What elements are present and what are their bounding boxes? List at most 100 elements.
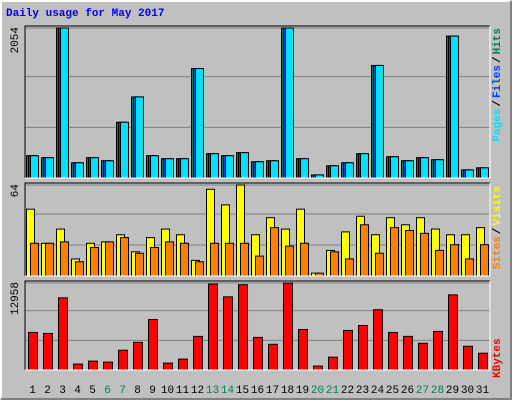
x-tick-label: 24 bbox=[371, 385, 385, 397]
y-tick-label: 2054 bbox=[10, 27, 22, 54]
bar bbox=[418, 342, 428, 371]
x-tick-label: 29 bbox=[446, 385, 459, 397]
x-tick-label: 11 bbox=[176, 385, 190, 397]
x-tick-label: 25 bbox=[386, 385, 399, 397]
bar bbox=[75, 162, 84, 179]
bar bbox=[225, 242, 234, 277]
x-tick-label: 28 bbox=[431, 385, 444, 397]
x-tick-label: 3 bbox=[59, 385, 66, 397]
bar bbox=[163, 362, 173, 371]
bar bbox=[255, 255, 264, 277]
bar bbox=[43, 332, 53, 371]
bar bbox=[148, 319, 158, 371]
bar bbox=[180, 158, 189, 179]
bar bbox=[450, 244, 459, 277]
bar bbox=[118, 349, 128, 371]
bar bbox=[390, 156, 399, 179]
x-tick-label: 1 bbox=[29, 385, 36, 397]
bar bbox=[465, 169, 474, 179]
bar bbox=[405, 160, 414, 179]
bar bbox=[60, 241, 69, 277]
plot-frame-dark bbox=[24, 182, 490, 276]
bar bbox=[28, 331, 38, 371]
bar bbox=[30, 242, 39, 277]
x-tick-label: 19 bbox=[296, 385, 309, 397]
bar bbox=[285, 245, 294, 277]
bar bbox=[420, 157, 429, 179]
bar bbox=[270, 160, 279, 179]
bar bbox=[208, 283, 218, 371]
bar bbox=[480, 244, 489, 277]
bar bbox=[133, 341, 143, 371]
bar bbox=[238, 284, 248, 371]
x-tick-label: 17 bbox=[266, 385, 279, 397]
bar bbox=[433, 330, 443, 371]
chart-title: Daily usage for May 2017 bbox=[6, 8, 164, 20]
x-tick-label: 30 bbox=[461, 385, 474, 397]
bar bbox=[403, 335, 413, 371]
legend-entry: Pages bbox=[492, 109, 504, 142]
legend-separator: / bbox=[492, 227, 504, 234]
legend: KBytes bbox=[492, 338, 504, 378]
bar bbox=[298, 328, 308, 371]
x-tick-label: 20 bbox=[311, 385, 324, 397]
bar bbox=[465, 258, 474, 277]
x-tick-label: 5 bbox=[89, 385, 96, 397]
bar bbox=[328, 356, 338, 371]
x-tick-label: 4 bbox=[74, 385, 81, 397]
x-tick-label: 18 bbox=[281, 385, 294, 397]
bar bbox=[30, 155, 39, 179]
x-tick-label: 13 bbox=[206, 385, 219, 397]
legend: Pages / Files / Hits bbox=[492, 28, 504, 142]
bar bbox=[210, 153, 219, 179]
legend-entry: Sites bbox=[492, 236, 504, 269]
x-tick-label: 12 bbox=[191, 385, 204, 397]
bar bbox=[45, 242, 54, 277]
legend-entry: KBytes bbox=[492, 338, 504, 378]
bar bbox=[90, 247, 99, 277]
x-tick-label: 10 bbox=[161, 385, 174, 397]
bar bbox=[105, 241, 114, 277]
bar bbox=[313, 365, 323, 371]
bar bbox=[375, 252, 384, 277]
bar bbox=[88, 360, 98, 371]
bar bbox=[480, 167, 489, 179]
y-tick-label: 64 bbox=[10, 184, 22, 198]
bar bbox=[135, 252, 144, 277]
bar bbox=[330, 251, 339, 277]
bar bbox=[448, 294, 458, 371]
bar bbox=[343, 329, 353, 371]
legend-entry: Files bbox=[492, 65, 504, 98]
bar bbox=[195, 261, 204, 277]
x-tick-label: 2 bbox=[44, 385, 51, 397]
bar bbox=[210, 242, 219, 277]
plot-area bbox=[25, 26, 490, 178]
bar bbox=[300, 158, 309, 179]
plot-frame-light bbox=[25, 183, 491, 277]
bar bbox=[345, 258, 354, 277]
bar bbox=[150, 155, 159, 179]
y-tick-label: 12958 bbox=[10, 282, 22, 315]
bar bbox=[478, 352, 488, 371]
bar bbox=[255, 161, 264, 179]
bar bbox=[435, 159, 444, 179]
bar bbox=[105, 160, 114, 179]
bar bbox=[390, 227, 399, 277]
legend-separator: / bbox=[492, 56, 504, 63]
x-tick-label: 23 bbox=[356, 385, 369, 397]
bar bbox=[60, 27, 69, 179]
bar bbox=[120, 237, 129, 277]
bar bbox=[223, 296, 233, 371]
bar bbox=[360, 153, 369, 179]
bar bbox=[240, 242, 249, 277]
bar bbox=[180, 242, 189, 277]
plot-frame-dark bbox=[24, 25, 490, 178]
x-tick-label: 21 bbox=[326, 385, 340, 397]
bar bbox=[103, 361, 113, 371]
legend-separator: / bbox=[492, 100, 504, 107]
x-tick-label: 27 bbox=[416, 385, 429, 397]
